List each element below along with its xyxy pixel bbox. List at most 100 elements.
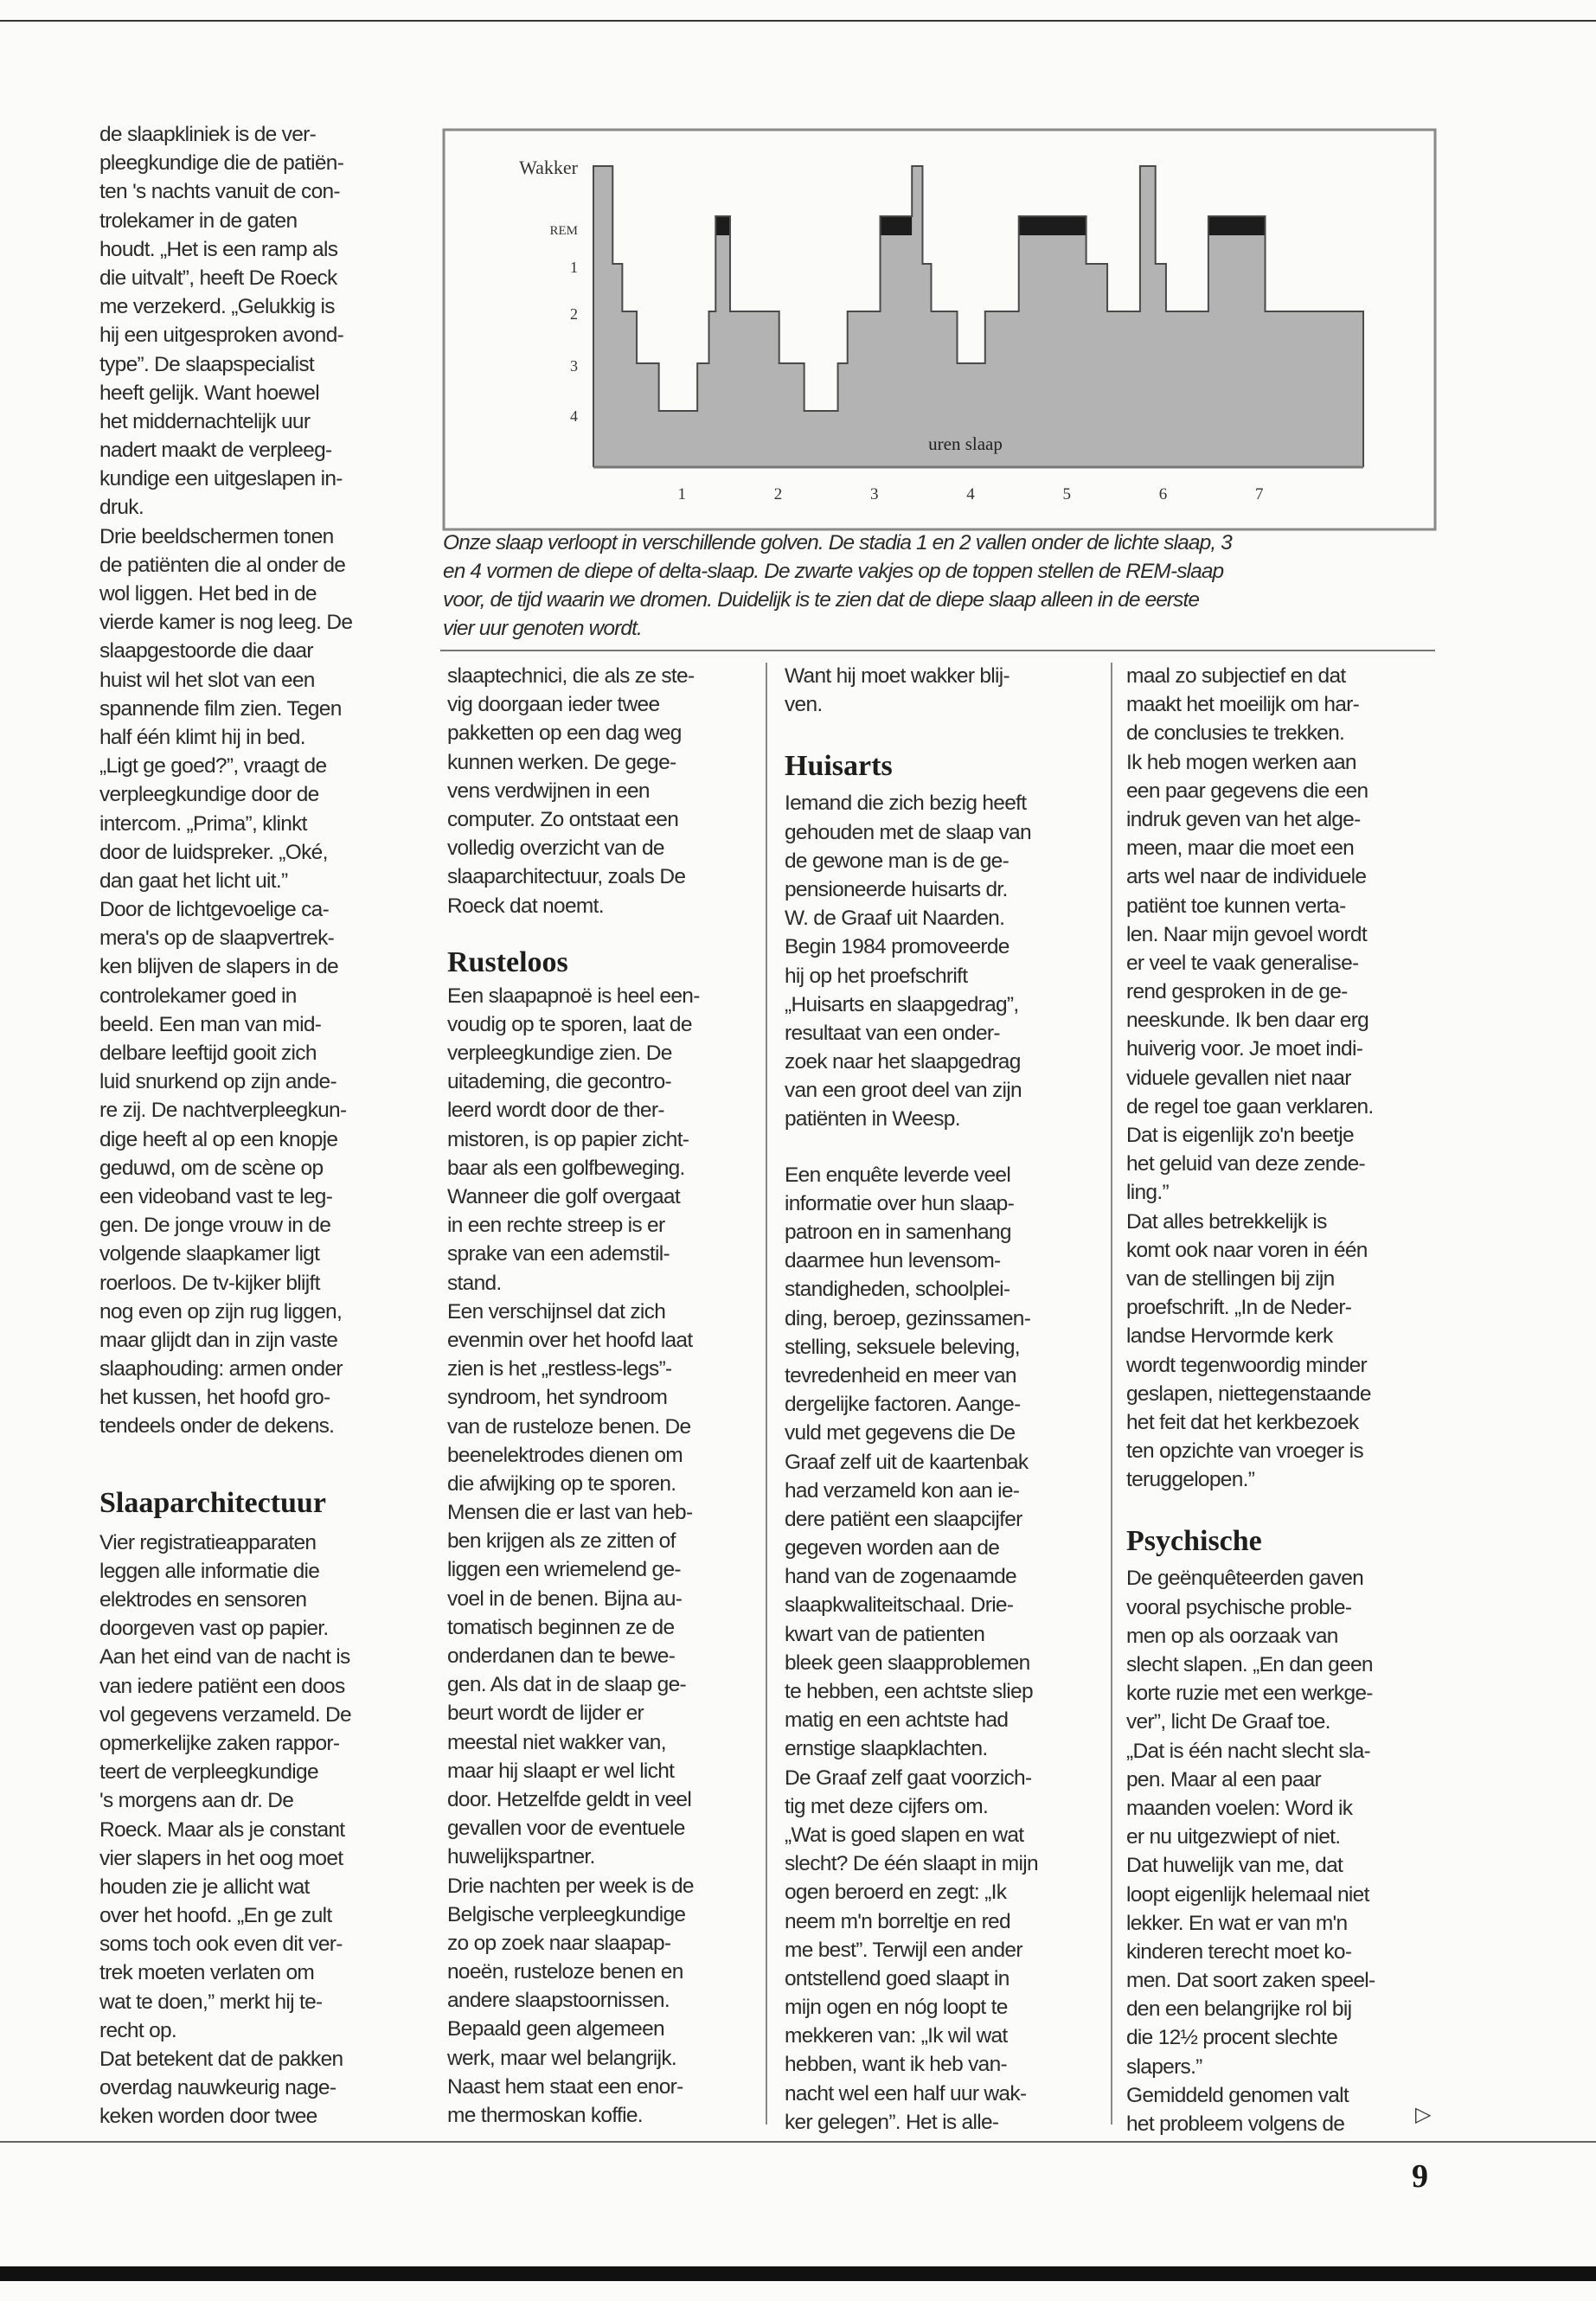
chart-frame	[442, 128, 1437, 531]
page-number: 9	[1412, 2158, 1428, 2195]
text-line: matig en een achtste had	[785, 1708, 1009, 1733]
stage-bar	[637, 363, 660, 467]
text-line: ten opzichte van vroeger is	[1126, 1439, 1364, 1464]
text-line: W. de Graaf uit Naarden.	[785, 907, 1005, 931]
text-line: volgende slaapkamer ligt	[99, 1242, 320, 1266]
text-line: 's morgens aan dr. De	[99, 1789, 294, 1813]
rem-block	[880, 216, 913, 235]
caption-line: en 4 vormen de diepe of delta-slaap. De …	[443, 560, 1224, 583]
text-line: tomatisch beginnen ze de	[447, 1615, 675, 1639]
text-line: half één klimt hij in bed.	[99, 725, 306, 749]
text-line: mijn ogen en nóg loopt te	[785, 1996, 1008, 2020]
text-line: viduele gevallen niet naar	[1126, 1066, 1351, 1090]
text-line: pakketten op een dag weg	[447, 721, 682, 746]
caption-line: voor, de tijd waarin we dromen. Duidelij…	[443, 588, 1200, 612]
text-line: huiverig voor. Je moet indi-	[1126, 1037, 1363, 1061]
text-line: roerloos. De tv-kijker blijft	[99, 1271, 320, 1295]
text-line: ker gelegen”. Het is alle-	[785, 2110, 999, 2134]
text-line: kinderen terecht moet ko-	[1126, 1939, 1352, 1964]
text-line: len. Naar mijn gevoel wordt	[1126, 922, 1368, 946]
text-line: Want hij moet wakker blij-	[785, 664, 1010, 688]
text-line: me best”. Terwijl een ander	[785, 1938, 1022, 1962]
stage-bar	[697, 363, 710, 467]
text-line: Drie beeldschermen tonen	[99, 524, 334, 548]
paragraph: slaaptechnici, die als ze ste-vig doorga…	[447, 662, 767, 920]
text-line: patiënt toe kunnen verta-	[1126, 894, 1346, 918]
text-line: houden zie je allicht wat	[99, 1875, 310, 1899]
stage-bar	[622, 311, 638, 467]
text-line: Drie nachten per week is de	[447, 1874, 694, 1898]
text-line: Iemand die zich bezig heeft	[785, 792, 1027, 816]
text-line: maal zo subjectief en dat	[1126, 664, 1346, 688]
text-line: sprake van een ademstil-	[447, 1242, 670, 1266]
text-line: druk.	[99, 496, 144, 520]
text-line: hebben, want ik heb van-	[785, 2053, 1008, 2077]
x-tick-label: 1	[678, 485, 687, 503]
text-line: ding, beroep, gezinssamen-	[785, 1306, 1031, 1330]
text-line: het probleem volgens de	[1126, 2112, 1345, 2136]
text-line: stand.	[447, 1271, 502, 1295]
text-line: me verzekerd. „Gelukkig is	[99, 295, 336, 319]
text-line: van iedere patiënt een doos	[99, 1674, 345, 1698]
x-tick-label: 5	[1063, 485, 1072, 503]
text-line: de patiënten die al onder de	[99, 553, 346, 577]
text-line: slecht slapen. „En dan geen	[1126, 1653, 1374, 1676]
x-tick-label: 4	[966, 485, 975, 503]
stage-bar	[779, 363, 805, 467]
sleep-stage-chart: Wakker REM 1 2 3 4 1 2 3 4 5 6 7 uren slaap	[442, 128, 1437, 531]
text-line: korte ruzie met een werkge-	[1126, 1682, 1373, 1706]
text-line: zien is het „restless-legs”-	[447, 1357, 672, 1381]
text-line: Bepaald geen algemeen	[447, 2017, 665, 2041]
text-line: bleek geen slaapproblemen	[785, 1650, 1030, 1675]
text-line: nog even op zijn rug liggen,	[99, 1299, 343, 1324]
text-line: computer. Zo ontstaat een	[447, 807, 679, 831]
x-tick-label: 6	[1159, 485, 1168, 503]
stage-bar	[912, 166, 924, 467]
text-line: ven.	[785, 693, 823, 717]
text-line: vol gegevens verzameld. De	[99, 1702, 352, 1727]
text-line: Vier registratieapparaten	[99, 1530, 317, 1554]
stage-bar	[1165, 311, 1209, 467]
text-line: hand van de zogenaamde	[785, 1565, 1017, 1589]
text-line: Begin 1984 promoveerde	[785, 935, 1010, 959]
text-line: slaapkwaliteitschaal. Drie-	[785, 1593, 1014, 1618]
section-heading: Psychische	[1126, 1525, 1262, 1558]
text-line: resultaat van een onder-	[785, 1021, 1000, 1045]
text-line: gen. Als dat in de slaap ge-	[447, 1673, 687, 1697]
text-line: neeskunde. Ik ben daar erg	[1126, 1009, 1369, 1033]
text-line: indruk geven van het alge-	[1126, 807, 1361, 831]
text-line: mistoren, is op papier zicht-	[447, 1127, 689, 1151]
text-line: maar hij slaapt er wel licht	[447, 1759, 675, 1783]
text-line: patroon en in samenhang	[785, 1221, 1011, 1244]
text-line: er veel te vaak generalise-	[1126, 951, 1359, 975]
text-line: Mensen die er last van heb-	[447, 1501, 693, 1525]
text-line: keken worden door twee	[99, 2105, 317, 2129]
stage-outline	[593, 165, 1364, 467]
text-line: dergelijke factoren. Aange-	[785, 1393, 1021, 1417]
stage-bar	[984, 311, 1020, 467]
text-line: Gemiddeld genomen valt	[1126, 2083, 1349, 2107]
text-line: hij op het proefschrift	[785, 964, 968, 988]
text-line: komt ook naar voren in één	[1126, 1238, 1368, 1262]
text-line: pen. Maar al een paar	[1126, 1767, 1322, 1791]
text-line: men. Dat soort zaken speel-	[1126, 1969, 1375, 1993]
text-line: door. Hetzelfde geldt in veel	[447, 1787, 692, 1811]
text-line: andere slaapstoornissen.	[447, 1989, 670, 2013]
text-line: beurt wordt de lijder er	[447, 1702, 644, 1726]
text-line: teruggelopen.”	[1126, 1468, 1255, 1492]
text-line: ogen beroerd en zegt: „Ik	[785, 1881, 1007, 1905]
text-line: maakt het moeilijk om har-	[1126, 693, 1360, 717]
text-line: elektrodes en sensoren	[99, 1588, 307, 1612]
stage-bar	[1086, 264, 1108, 467]
stage-bar	[957, 363, 986, 467]
text-line: Graaf zelf uit de kaartenbak	[785, 1450, 1029, 1474]
stage-bar	[804, 411, 839, 467]
text-line: doorgeven vast op papier.	[99, 1617, 329, 1641]
paragraph: maal zo subjectief en dat maakt het moeil…	[1126, 662, 1446, 1494]
text-line: huwelijkspartner.	[447, 1845, 595, 1869]
bottom-rule	[0, 2141, 1596, 2143]
text-line: Ik heb mogen werken aan	[1126, 750, 1357, 774]
text-line: vierde kamer is nog leeg. De	[99, 611, 353, 635]
text-line: ontstellend goed slaapt in	[785, 1966, 1010, 1990]
text-line: me thermoskan koffie.	[447, 2104, 644, 2127]
